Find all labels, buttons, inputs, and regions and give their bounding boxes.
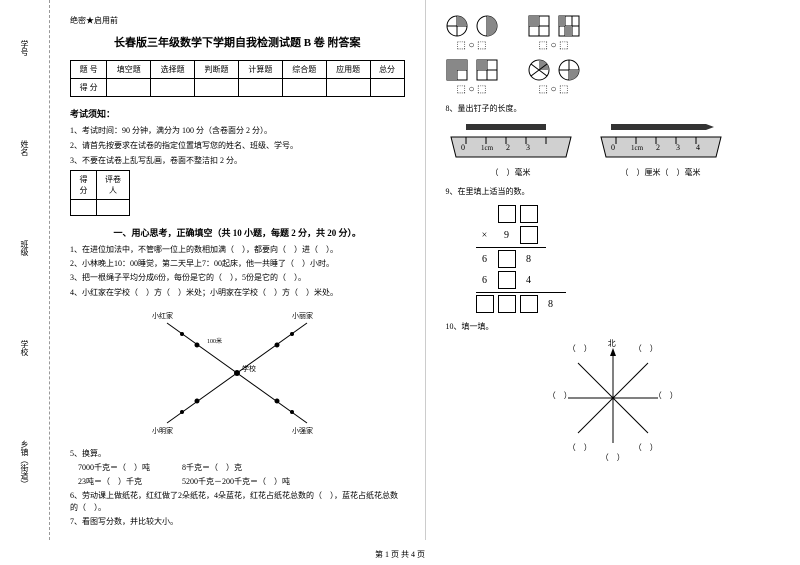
school-diagram: 学校 小丽家 小红家 小强家 小明家 100米 [137,303,337,443]
compare-3: ⬚ ○ ⬚ [457,84,487,95]
tr2-2 [151,79,195,97]
sidebar-field-school: 学校 [19,340,30,400]
section-1-title: 一、用心思考，正确填空（共 10 小题，每题 2 分，共 20 分）。 [70,226,405,239]
svg-text:3: 3 [676,143,680,152]
svg-text:4: 4 [696,143,700,152]
q2: 2、小林晚上10：00睡觉，第二天早上7：00起床，他一共睡了（ ）小时。 [70,258,405,269]
notice-3: 3、不要在试卷上乱写乱画，卷面不整洁扣 2 分。 [70,155,405,166]
sidebar-field-name: 姓名 [19,140,30,200]
q9: 9、在里填上适当的数。 [446,186,781,197]
q10: 10、填一填。 [446,321,781,332]
tr2-5 [282,79,326,97]
th-3: 判断题 [195,61,239,79]
notice-2: 2、请首先按要求在试卷的指定位置填写您的姓名、班级、学号。 [70,140,405,151]
square-icon [528,15,550,37]
compass-n: 北 [608,338,616,349]
q8: 8、量出钉子的长度。 [446,103,781,114]
compass-e: （ ） [654,390,678,401]
page-footer: 第 1 页 共 4 页 [0,549,800,560]
grade-marker: 评卷人 [97,171,130,200]
svg-text:2: 2 [506,143,510,152]
tr2-6 [326,79,370,97]
svg-text:0: 0 [461,143,465,152]
score-table: 题 号 填空题 选择题 判断题 计算题 综合题 应用题 总分 得 分 [70,60,405,97]
th-7: 总分 [370,61,404,79]
compass-s: （ ） [601,452,625,463]
compass-se: （ ） [634,442,658,453]
q6: 6、劳动课上做纸花，红红做了2朵纸花，4朵蓝花，红花占纸花总数的（ ），蓝花占纸… [70,490,405,512]
compass-ne: （ ） [634,343,658,354]
compare-1: ⬚ ○ ⬚ [457,40,487,51]
tr2-7 [370,79,404,97]
tr2-4 [238,79,282,97]
notice-title: 考试须知： [70,107,405,120]
ruler2-label: （ ）厘米（ ）毫米 [596,167,726,178]
ruler1-label: （ ）毫米 [446,167,576,178]
th-6: 应用题 [326,61,370,79]
q3: 3、把一根绳子平均分成6份，每份是它的（ ），5份是它的（ ）。 [70,272,405,283]
compare-4: ⬚ ○ ⬚ [539,84,569,95]
sidebar-field-town: 乡镇（街道） [19,440,30,500]
q5: 5、换算。 [70,448,405,459]
sidebar-field-id: 学号 [19,40,30,100]
ruler-1: 0 1cm 2 3 （ ）毫米 [446,122,576,178]
compass-diagram: 北 （ ） （ ） （ ） （ ） （ ） （ ） （ ） [553,338,673,458]
svg-text:100米: 100米 [207,337,222,345]
th-0: 题 号 [71,61,107,79]
svg-text:3: 3 [526,143,530,152]
q5a: 7000千克＝（ ）吨 8千克＝（ ）克 [70,462,405,473]
multiplication-problem: ×9 68 64 8 [476,205,781,313]
square-icon [446,59,468,81]
compass-w: （ ） [548,390,572,401]
svg-text:0: 0 [611,143,615,152]
svg-text:2: 2 [656,143,660,152]
th-5: 综合题 [282,61,326,79]
svg-text:1cm: 1cm [631,144,644,152]
circle-icon [476,15,498,37]
square-icon [476,59,498,81]
th-2: 选择题 [151,61,195,79]
square-icon [558,15,580,37]
notice-1: 1、考试时间：90 分钟，满分为 100 分（含卷面分 2 分）。 [70,125,405,136]
q7: 7、看图写分数，并比较大小。 [70,516,405,527]
svg-text:小丽家: 小丽家 [292,311,313,320]
compass-sw: （ ） [568,442,592,453]
ruler-2: 0 1cm 2 3 4 （ ）厘米（ ）毫米 [596,122,726,178]
th-4: 计算题 [238,61,282,79]
sidebar-field-class: 班级 [19,240,30,300]
svg-text:小明家: 小明家 [152,426,173,435]
q1: 1、在进位加法中，不管哪一位上的数相加满（ ），都要向（ ）进（ ）。 [70,244,405,255]
fraction-circles-row1: ⬚ ○ ⬚ ⬚ ○ ⬚ [446,15,781,51]
exam-title: 长春版三年级数学下学期自我检测试题 B 卷 附答案 [70,34,405,50]
compare-2: ⬚ ○ ⬚ [539,40,569,51]
compass-nw: （ ） [568,343,592,354]
tr2-3 [195,79,239,97]
svg-text:学校: 学校 [242,364,256,373]
right-column: ⬚ ○ ⬚ ⬚ ○ ⬚ ⬚ ○ ⬚ [426,0,800,540]
circle-icon [528,59,550,81]
tr2-1 [107,79,151,97]
binding-sidebar: 学号 姓名 班级 学校 乡镇（街道） [0,0,50,540]
grade-score: 得分 [71,171,97,200]
grade-box: 得分评卷人 [70,170,130,216]
circle-icon [558,59,580,81]
q4: 4、小红家在学校（ ）方（ ）米处；小明家在学校（ ）方（ ）米处。 [70,287,405,298]
svg-text:小红家: 小红家 [152,311,173,320]
tr2-0: 得 分 [71,79,107,97]
svg-text:小强家: 小强家 [292,426,313,435]
q5b: 23吨＝（ ）千克 5200千克－200千克＝（ ）吨 [70,476,405,487]
svg-text:1cm: 1cm [481,144,494,152]
fraction-circles-row2: ⬚ ○ ⬚ ⬚ ○ ⬚ [446,59,781,95]
left-column: 绝密★启用前 长春版三年级数学下学期自我检测试题 B 卷 附答案 题 号 填空题… [50,0,426,540]
th-1: 填空题 [107,61,151,79]
secret-label: 绝密★启用前 [70,15,405,26]
circle-icon [446,15,468,37]
